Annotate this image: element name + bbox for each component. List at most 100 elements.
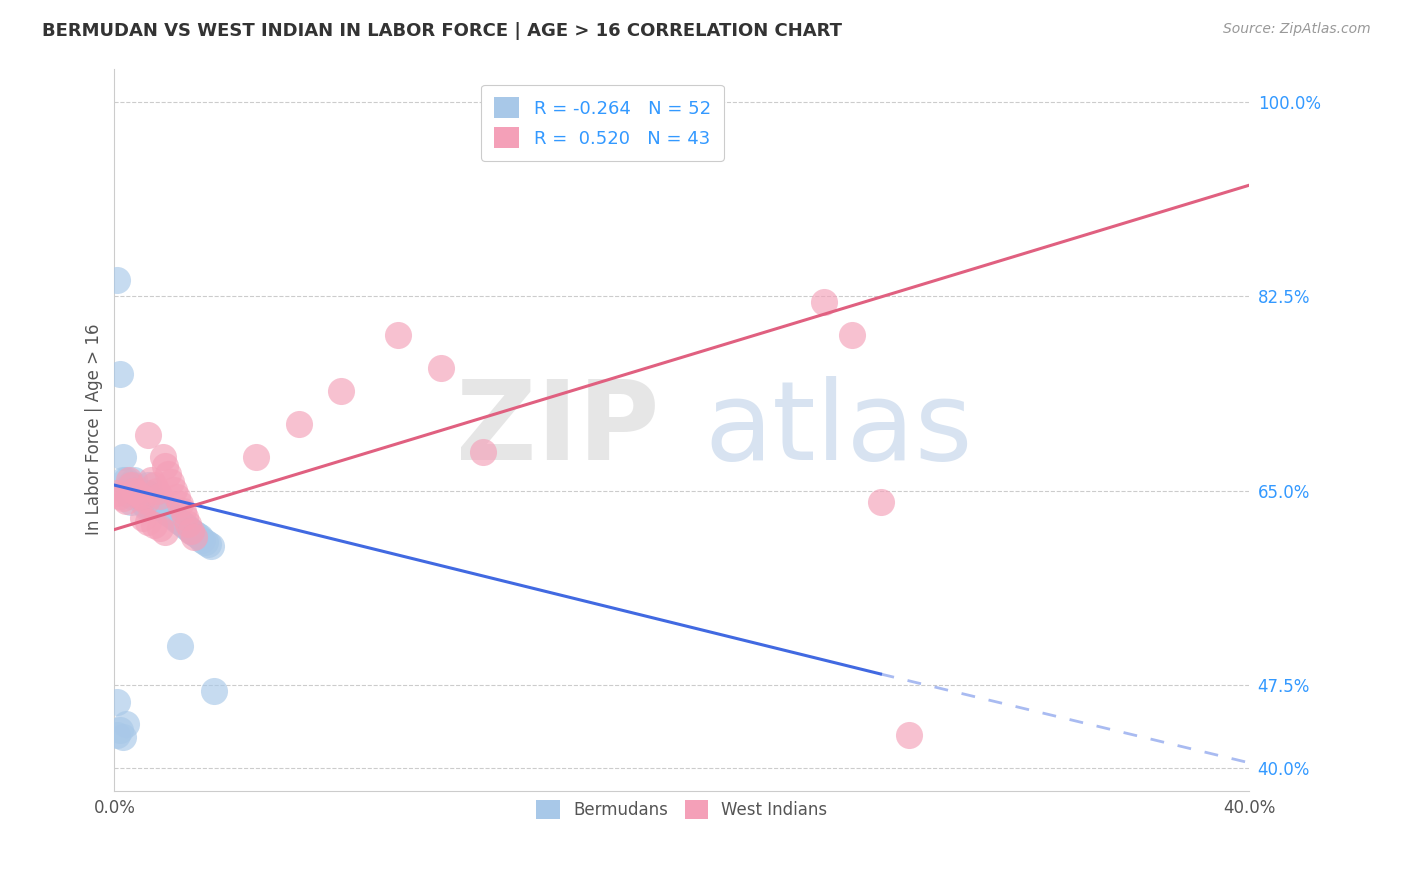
Point: [111, 473, 134, 487]
Point: [108, 723, 131, 737]
Point: [183, 530, 205, 544]
Point: [157, 467, 180, 481]
Point: [114, 717, 136, 731]
Point: [143, 478, 166, 492]
Point: [869, 495, 891, 509]
Point: [149, 489, 172, 503]
Point: [146, 483, 169, 498]
Point: [169, 515, 191, 529]
Point: [191, 533, 214, 547]
Point: [813, 294, 835, 309]
Point: [155, 524, 177, 539]
Point: [105, 272, 128, 286]
Point: [129, 489, 152, 503]
Point: [111, 731, 134, 745]
Point: [122, 483, 145, 498]
Point: [197, 537, 219, 551]
Point: [132, 511, 155, 525]
Point: [114, 473, 136, 487]
Y-axis label: In Labor Force | Age > 16: In Labor Force | Age > 16: [86, 324, 103, 535]
Point: [127, 486, 149, 500]
Point: [169, 497, 191, 511]
Point: [163, 510, 186, 524]
Point: [429, 361, 451, 376]
Point: [330, 384, 353, 398]
Point: [108, 489, 131, 503]
Point: [143, 518, 166, 533]
Point: [135, 493, 157, 508]
Point: [472, 444, 495, 458]
Point: [132, 496, 155, 510]
Point: [160, 508, 183, 522]
Point: [129, 491, 152, 506]
Point: [122, 478, 145, 492]
Point: [245, 450, 267, 465]
Point: [288, 417, 311, 431]
Point: [180, 524, 202, 538]
Point: [111, 491, 134, 506]
Point: [180, 524, 202, 538]
Point: [194, 534, 217, 549]
Point: [138, 515, 160, 529]
Point: [132, 493, 155, 508]
Point: [138, 478, 160, 492]
Point: [166, 491, 188, 505]
Text: Source: ZipAtlas.com: Source: ZipAtlas.com: [1223, 22, 1371, 37]
Point: [186, 528, 208, 542]
Point: [141, 492, 163, 507]
Point: [149, 521, 172, 535]
Point: [138, 486, 160, 500]
Point: [114, 483, 136, 498]
Point: [105, 728, 128, 742]
Point: [105, 695, 128, 709]
Legend: Bermudans, West Indians: Bermudans, West Indians: [530, 793, 834, 826]
Point: [105, 486, 128, 500]
Point: [841, 328, 863, 343]
Point: [143, 495, 166, 509]
Text: ZIP: ZIP: [456, 376, 659, 483]
Point: [108, 367, 131, 381]
Point: [135, 500, 157, 515]
Point: [117, 473, 139, 487]
Point: [155, 459, 177, 474]
Point: [200, 539, 222, 553]
Point: [172, 503, 194, 517]
Point: [174, 510, 197, 524]
Point: [897, 728, 920, 742]
Point: [174, 519, 197, 533]
Point: [149, 500, 172, 514]
Point: [172, 516, 194, 531]
Point: [127, 483, 149, 498]
Point: [146, 497, 169, 511]
Point: [163, 483, 186, 497]
Point: [132, 491, 155, 506]
Point: [177, 516, 200, 531]
Point: [138, 428, 160, 442]
Point: [120, 495, 142, 509]
Point: [135, 498, 157, 512]
Point: [160, 475, 183, 489]
Point: [183, 525, 205, 540]
Point: [152, 501, 174, 516]
Point: [387, 328, 409, 343]
Point: [120, 478, 142, 492]
Point: [122, 473, 145, 487]
Point: [114, 493, 136, 508]
Point: [166, 512, 188, 526]
Point: [177, 521, 200, 535]
Point: [117, 478, 139, 492]
Text: BERMUDAN VS WEST INDIAN IN LABOR FORCE | AGE > 16 CORRELATION CHART: BERMUDAN VS WEST INDIAN IN LABOR FORCE |…: [42, 22, 842, 40]
Text: atlas: atlas: [704, 376, 973, 483]
Point: [141, 489, 163, 503]
Point: [155, 503, 177, 517]
Point: [188, 530, 211, 544]
Point: [141, 473, 163, 487]
Point: [157, 506, 180, 520]
Point: [129, 489, 152, 503]
Point: [127, 486, 149, 500]
Point: [202, 683, 225, 698]
Point: [169, 639, 191, 653]
Point: [111, 450, 134, 465]
Point: [152, 450, 174, 465]
Point: [117, 486, 139, 500]
